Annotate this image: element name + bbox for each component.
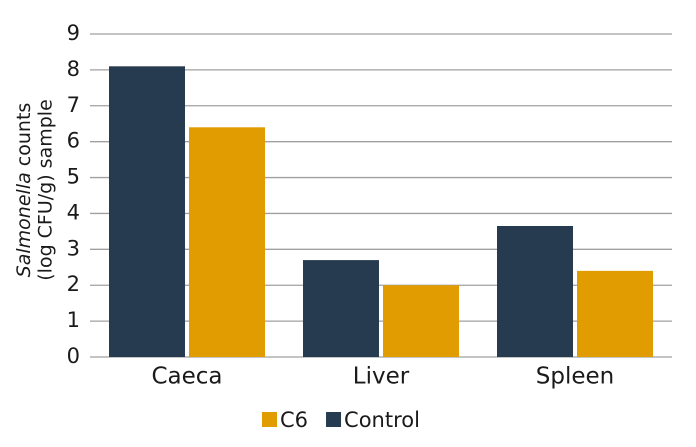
y-tick-label: 1 [67,308,80,332]
y-axis-label-line2: (log CFU/g) sample [35,99,57,281]
y-axis-label-italic: Salmonella [13,172,35,277]
y-tick-label: 0 [67,344,80,368]
y-tick-label: 3 [67,236,80,260]
x-tick-label: Spleen [536,364,614,390]
bar [189,127,265,357]
bar [303,260,379,357]
x-tick-label: Liver [353,364,410,390]
bar [497,226,573,357]
y-tick-label: 5 [67,165,80,189]
legend-swatch [262,412,277,427]
y-tick-label: 2 [67,272,80,296]
x-tick-label: Caeca [151,364,222,390]
bar [109,66,185,358]
y-tick-label: 6 [67,129,80,153]
y-tick-label: 8 [67,57,80,81]
y-tick-label: 7 [67,93,80,117]
y-axis-label-rest: counts [13,103,35,167]
bar [577,270,653,357]
legend-label: C6 [280,408,308,432]
y-tick-label: 9 [67,21,80,45]
bar [383,285,459,357]
y-axis-label: Salmonella counts [13,103,35,278]
legend-swatch [326,412,342,427]
y-tick-label: 4 [67,200,80,224]
legend-label: Control [344,408,420,432]
